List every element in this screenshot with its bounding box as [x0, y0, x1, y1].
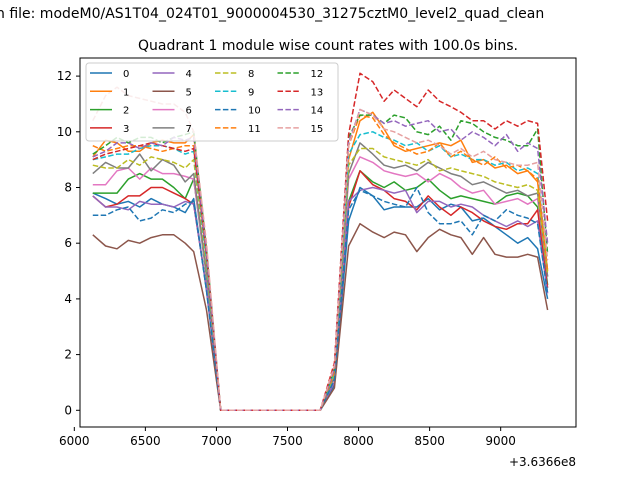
series-line-9: [92, 131, 549, 412]
legend-label-6: 6: [186, 106, 192, 117]
series-line-13: [92, 72, 549, 412]
axes-frame: [79, 57, 577, 428]
x-tick-label: 6000: [59, 434, 90, 448]
figure-suptitle: n file: modeM0/AS1T04_024T01_9000004530_…: [0, 6, 544, 22]
x-tick-label: 6500: [130, 434, 161, 448]
legend-label-2: 2: [123, 106, 129, 117]
x-tick-label: 9000: [485, 434, 516, 448]
legend-label-12: 12: [311, 69, 324, 80]
series-line-11: [92, 114, 549, 412]
legend-label-5: 5: [186, 87, 192, 98]
legend-label-0: 0: [123, 69, 129, 80]
legend-label-4: 4: [186, 69, 192, 80]
series-line-6: [92, 156, 549, 412]
legend-label-3: 3: [123, 124, 129, 135]
legend-label-9: 9: [248, 87, 254, 98]
y-tick-label: 6: [64, 236, 72, 250]
series-line-8: [92, 147, 549, 412]
y-axis: 0 2 4 6 8 10 12: [57, 69, 80, 417]
plot-area: [92, 72, 549, 412]
y-tick-label: 2: [64, 348, 72, 362]
legend-label-10: 10: [248, 106, 261, 117]
x-tick-label: 7500: [272, 434, 303, 448]
series-line-1: [92, 111, 549, 412]
legend-label-8: 8: [248, 69, 254, 80]
x-offset-label: +3.6366e8: [509, 455, 576, 469]
legend-label-11: 11: [248, 124, 261, 135]
legend-label-1: 1: [123, 87, 129, 98]
y-tick-label: 4: [64, 292, 72, 306]
series-line-10: [92, 186, 549, 412]
series-line-14: [92, 108, 549, 412]
y-tick-label: 12: [57, 69, 72, 83]
legend-label-15: 15: [311, 124, 324, 135]
y-tick-label: 0: [64, 403, 72, 417]
series-line-3: [92, 170, 549, 412]
y-tick-label: 10: [57, 125, 72, 139]
legend-label-7: 7: [186, 124, 192, 135]
series-line-2: [92, 170, 549, 412]
x-axis: 6000 6500 7000 7500 8000 8500 9000: [59, 427, 516, 448]
legend-label-13: 13: [311, 87, 324, 98]
series-line-7: [92, 142, 549, 412]
legend-label-14: 14: [311, 106, 324, 117]
y-tick-label: 8: [64, 180, 72, 194]
x-tick-label: 8500: [414, 434, 445, 448]
x-tick-label: 7000: [201, 434, 232, 448]
legend-frame: [85, 62, 339, 142]
series-line-5: [92, 222, 549, 412]
x-tick-label: 8000: [343, 434, 374, 448]
chart-title: Quadrant 1 module wise count rates with …: [138, 38, 518, 54]
